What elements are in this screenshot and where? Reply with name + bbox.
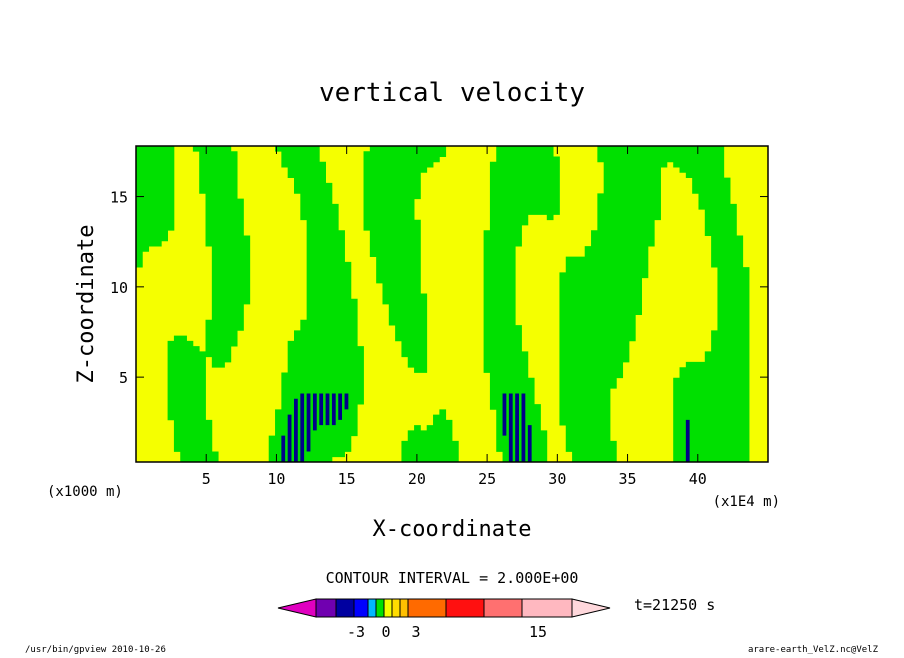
colorbar-tick-label: 0: [381, 623, 390, 641]
colorbar: [277, 598, 611, 618]
x-tick-label: 15: [338, 470, 356, 488]
chart-title: vertical velocity: [319, 78, 585, 108]
colorbar-cell: [407, 598, 447, 618]
colorbar-cell: [445, 598, 485, 618]
y-axis: 5 10 15: [110, 189, 768, 387]
colorbar-cell: [335, 598, 355, 618]
strong-negative-region: [281, 393, 690, 462]
x-tick-label: 35: [619, 470, 637, 488]
x-tick-label: 40: [689, 470, 707, 488]
colorbar-cell: [571, 598, 611, 618]
x-tick-label: 10: [267, 470, 285, 488]
x-tick-label: 30: [548, 470, 566, 488]
colorbar-cell: [277, 598, 317, 618]
x-scale-label-right: (x1E4 m): [713, 494, 780, 510]
x-axis-label: X-coordinate: [373, 517, 532, 542]
negative-region: [136, 146, 750, 462]
colorbar-cell: [353, 598, 369, 618]
colorbar-cell: [391, 598, 401, 618]
colorbar-tick-label: -3: [347, 623, 365, 641]
x-tick-label: 20: [408, 470, 426, 488]
y-tick-label: 10: [110, 279, 128, 297]
x-tick-label: 25: [478, 470, 496, 488]
x-tick-label: 5: [202, 470, 211, 488]
colorbar-tick-label: 15: [529, 623, 547, 641]
footer-right: arare-earth_VelZ.nc@VelZ: [748, 645, 879, 654]
y-tick-label: 15: [110, 189, 128, 207]
plot-frame: [135, 145, 769, 463]
colorbar-cell: [375, 598, 385, 618]
contour-interval-label: CONTOUR INTERVAL = 2.000E+00: [326, 569, 579, 587]
colorbar-cell: [521, 598, 573, 618]
footer-left: /usr/bin/gpview 2010-10-26: [25, 645, 166, 654]
colorbar-cell: [399, 598, 409, 618]
x-scale-label: (x1000 m): [47, 484, 123, 500]
colorbar-cell: [383, 598, 393, 618]
y-tick-label: 5: [119, 369, 128, 387]
plot-area: [136, 146, 768, 462]
colorbar-labels: -3 0 3 15: [347, 623, 547, 641]
colorbar-cell: [367, 598, 377, 618]
colorbar-cell: [315, 598, 337, 618]
x-axis: 5 10 15 20 25 30 35 40: [202, 146, 707, 488]
colorbar-tick-label: 3: [411, 623, 420, 641]
y-axis-label: Z-coordinate: [74, 225, 99, 384]
colorbar-cell: [483, 598, 523, 618]
time-label: t=21250 s: [634, 596, 715, 614]
